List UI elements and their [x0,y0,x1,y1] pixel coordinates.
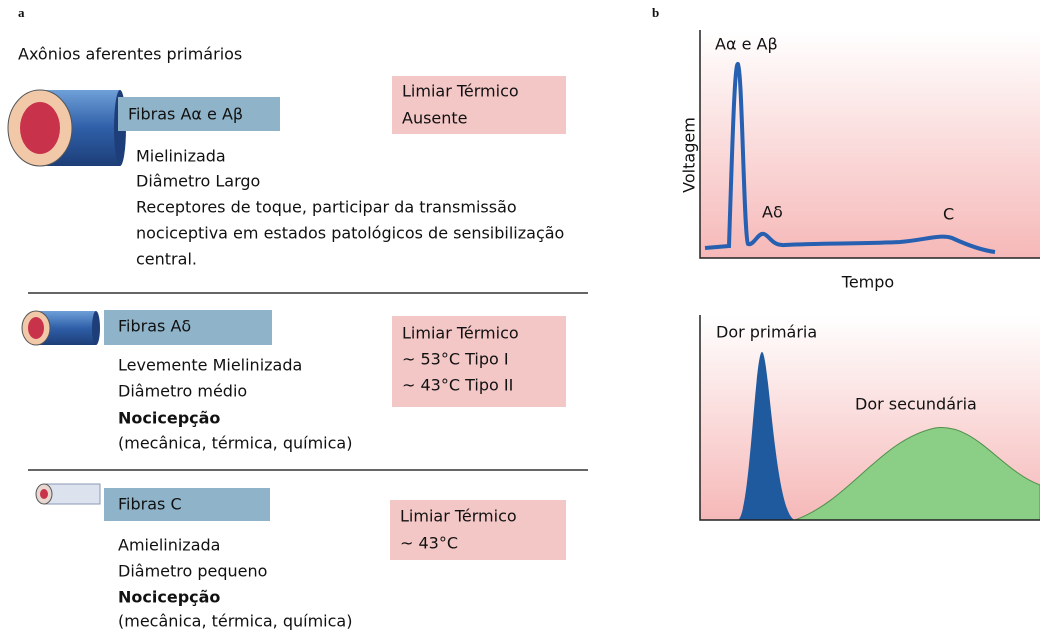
fiber-name: Fibras C [118,495,182,514]
peak-label: Aδ [762,203,783,222]
property: Mielinizada [136,147,226,166]
property: Diâmetro médio [118,382,247,401]
property: central. [136,250,197,269]
panel-title: Axônios aferentes primários [18,45,242,64]
property: Receptores de toque, participar da trans… [136,198,517,217]
threshold: ~ 53°C Tipo I [402,350,509,369]
threshold: ~ 43°C [400,534,458,553]
fiber-icon [8,90,126,166]
figure: a Axônios aferentes primários Fibras Aα … [0,0,1040,635]
curve-label: Dor primária [716,323,817,342]
property: nociceptiva em estados patológicos de se… [136,224,564,243]
threshold: Limiar Térmico [402,82,519,101]
y-axis-label: Voltagem [680,117,699,193]
plot-area [700,30,1040,258]
panel-label: b [652,5,659,20]
threshold: Limiar Térmico [400,507,517,526]
function-detail: (mecânica, térmica, química) [118,434,352,453]
property: Diâmetro Largo [136,172,260,191]
peak-label: C [943,205,954,224]
fiber-name: Fibras Aα e Aβ [128,105,243,124]
fiber-icon [36,484,100,504]
threshold: Ausente [402,109,468,128]
property: Levemente Mielinizada [118,356,302,375]
property: Amielinizada [118,536,220,555]
fiber-name: Fibras Aδ [118,317,191,336]
fiber-icon [22,311,100,345]
peak-label: Aα e Aβ [715,35,778,54]
panel-label: a [18,5,25,20]
property: Diâmetro pequeno [118,562,267,581]
x-axis-label: Tempo [841,273,894,292]
threshold: ~ 43°C Tipo II [402,376,513,395]
threshold: Limiar Térmico [402,324,519,343]
function: Nocicepção [118,588,220,607]
function-detail: (mecânica, térmica, química) [118,612,352,631]
function: Nocicepção [118,409,220,428]
curve-label: Dor secundária [855,395,977,414]
